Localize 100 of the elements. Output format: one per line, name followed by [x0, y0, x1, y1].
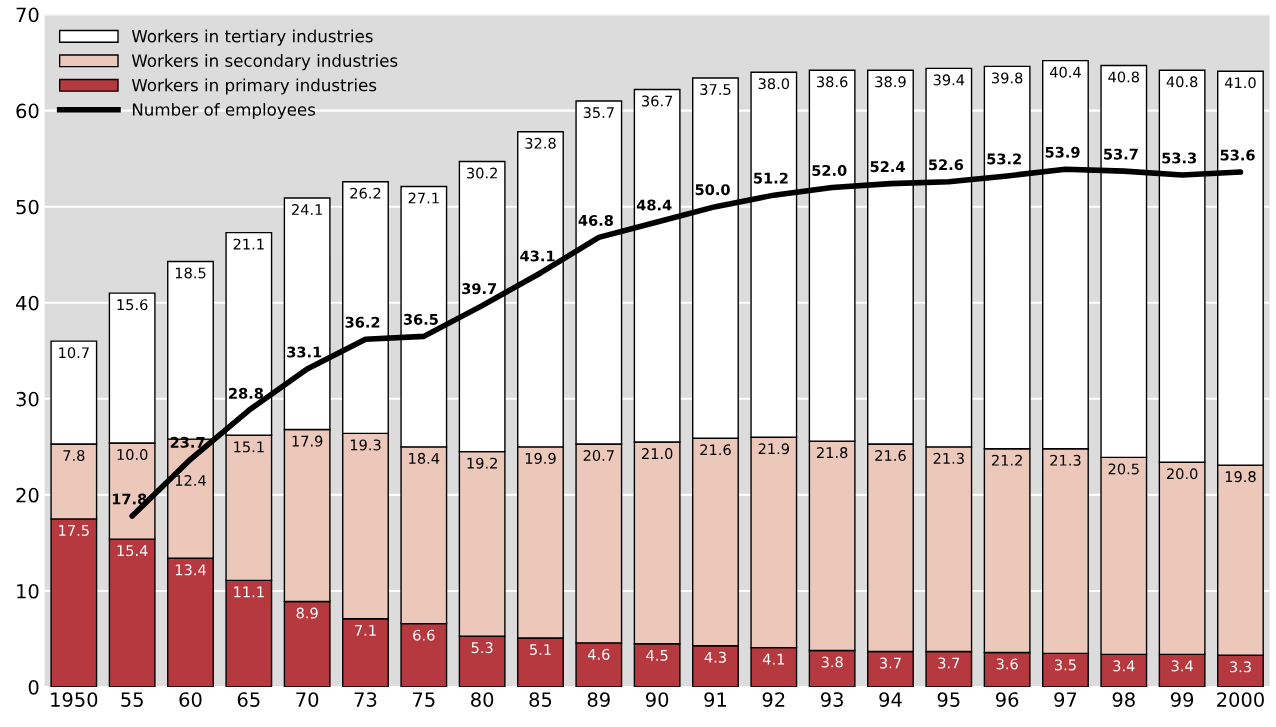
data-label: 10.7 — [59, 347, 89, 359]
data-label: 23.7 — [170, 436, 205, 448]
data-label: 52.0 — [812, 164, 847, 176]
data-label: 5.1 — [530, 644, 551, 656]
data-label: 5.3 — [471, 642, 493, 654]
data-label: 21.3 — [1050, 454, 1081, 466]
y-tick-label: 60 — [16, 103, 39, 119]
data-label: 17.5 — [59, 525, 89, 536]
data-label: 38.0 — [758, 78, 790, 90]
data-label: 36.5 — [403, 313, 438, 325]
data-label: 3.5 — [1054, 659, 1076, 671]
data-label: 27.1 — [408, 192, 439, 204]
data-label: 15.6 — [117, 299, 148, 311]
data-label: 21.2 — [991, 454, 1022, 466]
data-label: 24.1 — [291, 204, 323, 215]
data-label: 40.8 — [1166, 76, 1198, 88]
data-label: 51.2 — [754, 172, 788, 184]
data-label: 15.1 — [234, 441, 264, 453]
x-tick-label: 96 — [995, 692, 1019, 707]
y-tick-label: 70 — [16, 7, 39, 23]
data-label: 19.2 — [467, 457, 497, 469]
data-label: 3.8 — [821, 656, 843, 668]
y-tick-label: 40 — [16, 295, 39, 311]
x-tick-label: 99 — [1170, 692, 1194, 707]
data-label: 39.8 — [992, 72, 1023, 84]
y-tick-label: 20 — [16, 487, 39, 503]
data-label: 43.1 — [520, 250, 555, 262]
x-tick-label: 2000 — [1217, 692, 1264, 707]
data-label: 12.4 — [175, 474, 206, 486]
data-label: 21.3 — [933, 452, 964, 464]
data-label: 40.4 — [1049, 66, 1081, 78]
data-label: 4.5 — [646, 650, 668, 661]
x-tick-label: 65 — [237, 692, 260, 707]
y-tick-label: 50 — [16, 199, 39, 215]
data-label: 3.7 — [879, 657, 901, 669]
data-label: 4.3 — [704, 651, 726, 663]
data-label: 20.7 — [583, 449, 614, 462]
data-label: 53.6 — [1220, 149, 1255, 161]
data-label: 33.1 — [287, 346, 322, 358]
data-label: 35.7 — [583, 107, 614, 119]
data-label: 32.8 — [525, 137, 556, 149]
data-label: 26.2 — [350, 187, 381, 199]
data-label: 36.7 — [642, 95, 673, 107]
data-label: 18.4 — [409, 452, 440, 464]
data-label: 28.8 — [229, 387, 263, 399]
x-tick-label: 94 — [879, 692, 902, 707]
data-label: 18.5 — [175, 267, 206, 279]
x-tick-label: 98 — [1112, 692, 1135, 707]
data-label: 46.8 — [578, 214, 613, 226]
data-label: 15.4 — [117, 545, 148, 557]
data-label: 38.9 — [875, 76, 906, 88]
data-label: 53.2 — [987, 153, 1021, 165]
data-label: 39.4 — [933, 74, 965, 86]
data-label: 20.0 — [1166, 468, 1198, 480]
data-label: 50.0 — [695, 184, 730, 196]
data-label: 39.7 — [462, 283, 497, 295]
x-tick-label: 70 — [296, 692, 319, 707]
x-tick-label: 75 — [413, 692, 435, 707]
y-tick-label: 10 — [17, 583, 39, 599]
data-label: 53.3 — [1162, 152, 1197, 164]
x-tick-label: 1950 — [51, 692, 98, 707]
data-label: 48.4 — [636, 199, 672, 211]
x-tick-label: 89 — [587, 692, 610, 707]
data-label: 4.6 — [587, 648, 610, 660]
data-label: 13.4 — [175, 564, 206, 576]
y-tick-label: 30 — [16, 391, 39, 407]
data-label: 37.5 — [700, 83, 731, 95]
x-tick-label: 85 — [529, 692, 552, 707]
data-label: 52.6 — [929, 159, 964, 171]
legend-label: Workers in primary industries — [131, 78, 377, 95]
legend-label: Workers in secondary industries — [131, 54, 398, 71]
data-label: 21.0 — [641, 448, 673, 460]
data-label: 4.1 — [762, 653, 785, 665]
data-label: 7.1 — [355, 625, 376, 636]
data-label: 3.3 — [1229, 661, 1251, 673]
data-label: 3.7 — [938, 657, 960, 669]
data-label: 17.9 — [292, 435, 323, 447]
data-label: 19.8 — [1225, 471, 1256, 483]
legend-label: Number of employees — [132, 102, 316, 120]
data-label: 7.8 — [63, 449, 85, 462]
x-tick-label: 73 — [354, 692, 377, 707]
data-label: 8.9 — [296, 607, 318, 619]
x-tick-label: 60 — [179, 692, 202, 707]
x-tick-label: 95 — [937, 692, 960, 707]
x-tick-label: 97 — [1054, 692, 1077, 707]
data-label: 21.9 — [758, 443, 790, 455]
data-label: 53.7 — [1104, 148, 1138, 160]
data-label: 41.0 — [1224, 77, 1256, 89]
x-tick-label: 93 — [820, 692, 843, 707]
x-tick-label: 92 — [762, 692, 785, 707]
y-tick-label: 0 — [28, 679, 39, 695]
data-label: 3.4 — [1171, 660, 1193, 672]
x-tick-label: 55 — [121, 692, 143, 707]
data-label: 21.1 — [233, 238, 264, 250]
data-label: 3.6 — [996, 658, 1018, 670]
data-label: 21.6 — [875, 449, 906, 462]
data-label: 21.8 — [816, 447, 848, 459]
data-label: 38.6 — [817, 76, 848, 88]
data-label: 30.2 — [467, 167, 497, 179]
data-label: 19.9 — [525, 452, 556, 464]
